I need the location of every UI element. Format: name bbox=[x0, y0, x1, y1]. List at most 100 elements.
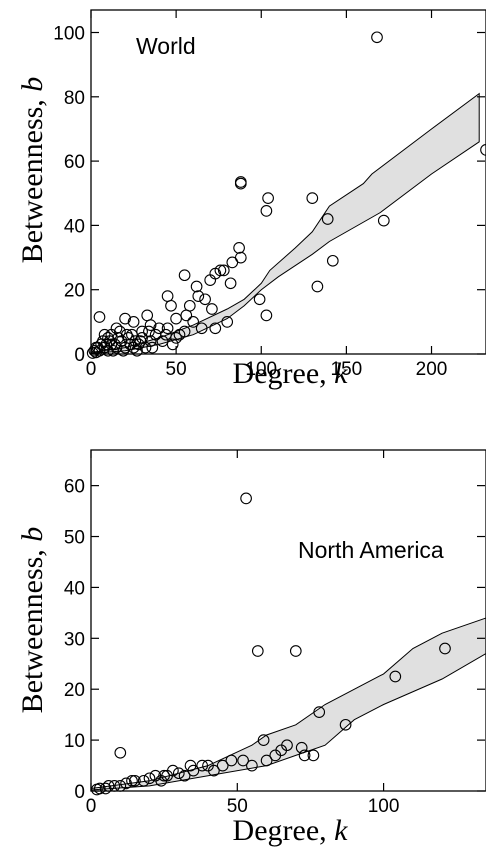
north-america-plot-frame bbox=[90, 449, 486, 792]
world-data-point bbox=[141, 309, 154, 322]
world-data-point bbox=[146, 341, 159, 354]
world-plot-frame bbox=[90, 9, 486, 355]
world-data-point bbox=[371, 31, 383, 44]
north-america-data-point bbox=[143, 772, 156, 785]
north-america-panel: 0 50 100 0 10 20 30 40 50 60 North America Betwee… bbox=[16, 449, 486, 847]
world-data-point bbox=[170, 332, 182, 344]
north-america-data-point bbox=[114, 746, 127, 759]
world-data-point bbox=[120, 328, 133, 341]
world-x-axis-title: Degree, k bbox=[233, 357, 349, 390]
world-model-band bbox=[90, 92, 480, 354]
world-y-tick-label: 60 bbox=[64, 152, 85, 173]
world-data-point bbox=[161, 322, 174, 335]
north-america-data-point bbox=[172, 767, 185, 780]
north-america-data-point bbox=[99, 782, 112, 795]
world-data-point bbox=[98, 328, 111, 341]
north-america-data-point bbox=[289, 645, 302, 657]
world-y-axis-title: Betweenness, b bbox=[16, 77, 49, 264]
north-america-data-point bbox=[307, 749, 320, 762]
north-america-data-point bbox=[120, 777, 132, 790]
world-y-tick-label: 0 bbox=[74, 345, 85, 366]
world-data-point bbox=[127, 316, 140, 328]
north-america-data-point bbox=[439, 642, 451, 655]
world-data-point bbox=[480, 144, 486, 156]
world-y-tick-label: 80 bbox=[64, 88, 85, 109]
north-america-data-point bbox=[260, 754, 273, 767]
world-data-point bbox=[170, 312, 182, 325]
world-data-point bbox=[105, 328, 118, 341]
north-america-data-point bbox=[237, 754, 249, 767]
north-america-data-point bbox=[184, 759, 197, 772]
world-data-point bbox=[192, 290, 205, 302]
world-data-point bbox=[224, 277, 237, 290]
north-america-plot-area: 0 50 100 0 10 20 30 40 50 60 bbox=[64, 449, 486, 817]
north-america-y-tick-label: 10 bbox=[64, 731, 85, 752]
world-data-point bbox=[187, 316, 200, 328]
world-x-tick-label: 150 bbox=[331, 359, 363, 380]
north-america-y-tick-label: 20 bbox=[64, 680, 85, 701]
north-america-label: North America bbox=[298, 537, 444, 563]
world-data-point bbox=[321, 213, 334, 225]
world-data-point bbox=[173, 328, 186, 341]
north-america-y-tick-label: 50 bbox=[64, 528, 85, 549]
north-america-data-point bbox=[129, 774, 141, 787]
world-data-point bbox=[233, 242, 245, 254]
north-america-data-point bbox=[161, 769, 173, 782]
world-data-point bbox=[136, 325, 148, 338]
north-america-data-point bbox=[246, 759, 258, 772]
world-data-point bbox=[102, 344, 114, 357]
north-america-y-tick-label: 60 bbox=[64, 477, 85, 498]
world-data-point bbox=[126, 328, 138, 341]
north-america-x-tick-label: 50 bbox=[227, 796, 248, 817]
north-america-data-point bbox=[178, 769, 191, 782]
north-america-data-point bbox=[216, 759, 229, 772]
world-data-point bbox=[100, 338, 113, 351]
world-data-point bbox=[260, 309, 273, 322]
world-data-point bbox=[226, 256, 239, 269]
world-data-point bbox=[204, 274, 217, 286]
world-data-point bbox=[260, 205, 273, 217]
world-data-point bbox=[206, 303, 218, 315]
world-y-tick-label: 100 bbox=[53, 24, 85, 45]
world-y-tick-label: 40 bbox=[64, 216, 85, 237]
north-america-data-point bbox=[313, 706, 326, 718]
world-data-point bbox=[209, 322, 222, 335]
world-x-tick-label: 50 bbox=[166, 359, 187, 380]
world-data-point bbox=[134, 335, 147, 347]
north-america-x-tick-label: 0 bbox=[86, 796, 97, 817]
world-data-point bbox=[117, 344, 130, 357]
world-data-point bbox=[217, 264, 230, 277]
world-data-point bbox=[377, 214, 390, 227]
world-data-point bbox=[112, 332, 125, 344]
world-data-point bbox=[306, 192, 319, 204]
world-data-point bbox=[156, 335, 169, 347]
world-data-point bbox=[234, 177, 247, 190]
north-america-y-tick-label: 0 bbox=[74, 782, 85, 803]
world-data-point bbox=[326, 254, 339, 267]
world-data-point bbox=[161, 290, 174, 302]
north-america-data-point bbox=[389, 670, 402, 683]
north-america-data-point bbox=[137, 774, 150, 787]
north-america-data-point bbox=[251, 645, 264, 657]
world-data-point bbox=[119, 312, 131, 325]
world-data-point bbox=[144, 319, 157, 331]
world-data-point bbox=[165, 299, 177, 312]
north-america-y-axis-title: Betweenness, b bbox=[16, 527, 49, 714]
world-x-tick-label: 100 bbox=[245, 359, 277, 380]
north-america-data-point bbox=[196, 759, 209, 772]
north-america-y-tick-label: 40 bbox=[64, 578, 85, 599]
world-data-point bbox=[178, 269, 191, 282]
north-america-data-point bbox=[126, 774, 138, 787]
world-data-point bbox=[114, 325, 126, 338]
world-x-tick-label: 200 bbox=[416, 359, 448, 380]
world-data-point bbox=[262, 192, 274, 204]
north-america-data-point bbox=[225, 754, 238, 767]
north-america-data-point bbox=[281, 739, 293, 752]
world-x-tick-label: 0 bbox=[86, 359, 97, 380]
world-data-point bbox=[199, 293, 211, 306]
world-data-point bbox=[180, 309, 193, 322]
world-panel: 0 50 100 150 200 0 20 40 60 80 100 World Betweenne… bbox=[16, 9, 486, 390]
world-data-point bbox=[183, 299, 196, 312]
north-america-x-axis-title: Degree, k bbox=[233, 814, 349, 847]
